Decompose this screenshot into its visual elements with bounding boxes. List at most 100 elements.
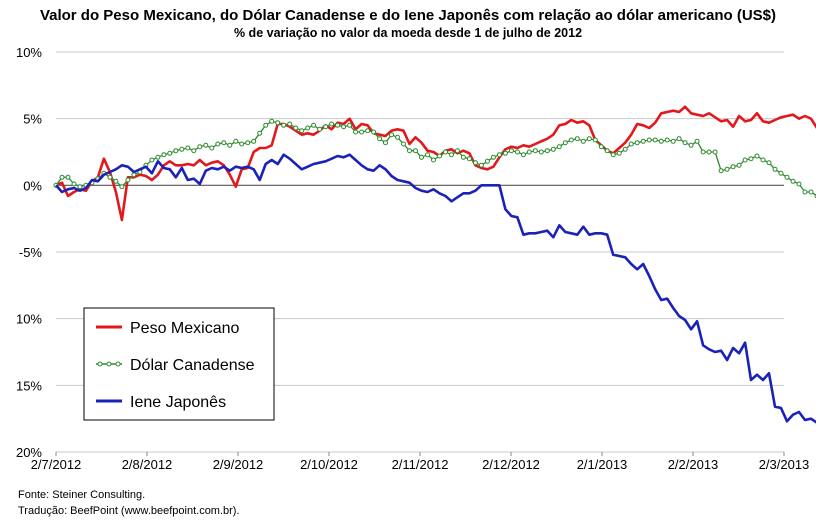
series-marker bbox=[502, 150, 508, 156]
y-tick-label: 10% bbox=[16, 45, 42, 60]
series-marker bbox=[317, 126, 323, 132]
series-marker bbox=[323, 124, 329, 130]
series-marker bbox=[472, 160, 478, 166]
series-marker bbox=[664, 137, 670, 143]
x-tick-label: 2/11/2012 bbox=[392, 457, 449, 472]
x-tick-label: 2/10/2012 bbox=[300, 457, 358, 472]
series-marker bbox=[215, 141, 221, 147]
series-marker bbox=[287, 121, 293, 127]
series-marker bbox=[556, 144, 562, 150]
series-marker bbox=[676, 136, 682, 142]
x-tick-label: 2/1/2013 bbox=[577, 457, 628, 472]
series-marker bbox=[389, 132, 394, 138]
series-marker bbox=[425, 152, 430, 158]
series-marker bbox=[706, 149, 712, 155]
source-note: Fonte: Steiner Consulting. bbox=[18, 489, 146, 501]
series-marker bbox=[778, 170, 784, 176]
series-marker bbox=[490, 154, 496, 160]
series-marker bbox=[640, 138, 646, 144]
series-marker bbox=[227, 142, 233, 148]
series-marker bbox=[209, 145, 215, 151]
legend-marker bbox=[106, 361, 112, 367]
y-tick-label: 20% bbox=[16, 445, 42, 460]
series-marker bbox=[431, 157, 436, 163]
y-tick-label: -5% bbox=[19, 245, 43, 260]
series-marker bbox=[550, 146, 556, 152]
series-marker bbox=[335, 122, 341, 128]
series-marker bbox=[568, 137, 574, 143]
x-tick-label: 2/8/2012 bbox=[122, 457, 173, 472]
series-marker bbox=[496, 152, 502, 158]
series-marker bbox=[808, 189, 814, 195]
x-tick-label: 2/2/2013 bbox=[668, 457, 719, 472]
series-marker bbox=[377, 136, 383, 142]
series-marker bbox=[167, 150, 173, 156]
legend: Peso Mexicano Dólar Canadense Iene Japonês bbox=[83, 307, 275, 421]
series-marker bbox=[275, 120, 281, 126]
series-marker bbox=[293, 125, 299, 131]
series-marker bbox=[634, 140, 640, 146]
series-marker bbox=[688, 142, 694, 148]
series-marker bbox=[125, 177, 131, 183]
series-marker bbox=[586, 136, 592, 142]
series-marker bbox=[658, 138, 664, 144]
series-marker bbox=[221, 140, 227, 146]
y-tick-label: 15% bbox=[16, 378, 42, 393]
series-marker bbox=[263, 122, 269, 128]
series-marker bbox=[616, 150, 622, 156]
series-marker bbox=[269, 118, 275, 124]
series-marker bbox=[466, 156, 472, 162]
series-marker bbox=[454, 148, 460, 154]
series-marker bbox=[437, 153, 442, 159]
series-marker bbox=[407, 148, 412, 154]
series-marker bbox=[353, 129, 359, 135]
series-marker bbox=[371, 129, 377, 135]
series-marker bbox=[155, 154, 161, 160]
series-marker bbox=[185, 145, 191, 151]
legend-marker bbox=[97, 361, 103, 367]
series-marker bbox=[305, 125, 311, 131]
y-tick-label: 0% bbox=[23, 178, 42, 193]
series-marker bbox=[652, 137, 658, 143]
series-marker bbox=[59, 174, 65, 180]
series-marker bbox=[443, 149, 448, 155]
series-marker bbox=[610, 152, 616, 158]
series-marker bbox=[682, 140, 688, 146]
series-marker bbox=[233, 138, 239, 144]
series-marker bbox=[592, 137, 598, 143]
y-axis-tick-labels: 10% 5% 0% -5% 10% 15% 20% bbox=[16, 45, 42, 460]
translation-note: Tradução: BeefPoint (www.beefpoint.com.b… bbox=[18, 505, 240, 517]
series-marker bbox=[754, 153, 760, 159]
series-marker bbox=[401, 141, 406, 147]
series-marker bbox=[538, 149, 544, 155]
series-marker bbox=[419, 154, 424, 160]
x-tick-label: 2/7/2012 bbox=[31, 457, 82, 472]
y-tick-label: 10% bbox=[16, 312, 42, 327]
legend-label: Iene Japonês bbox=[130, 394, 226, 411]
series-marker bbox=[347, 122, 353, 128]
series-marker bbox=[766, 160, 772, 166]
series-marker bbox=[580, 138, 586, 144]
legend-label: Dólar Canadense bbox=[130, 357, 255, 374]
series-marker bbox=[449, 152, 454, 158]
series-marker bbox=[383, 140, 388, 146]
series-marker bbox=[191, 148, 197, 154]
series-lines bbox=[53, 105, 816, 424]
series-marker bbox=[460, 154, 466, 160]
series-marker bbox=[622, 146, 628, 152]
series-marker bbox=[65, 174, 71, 180]
series-marker bbox=[712, 149, 718, 155]
series-marker bbox=[700, 149, 706, 155]
series-marker bbox=[395, 134, 400, 140]
series-marker bbox=[646, 137, 652, 143]
series-line-2 bbox=[55, 153, 816, 424]
series-marker bbox=[197, 144, 203, 150]
series-marker bbox=[718, 168, 724, 174]
series-marker bbox=[520, 152, 526, 158]
series-marker bbox=[77, 184, 83, 190]
chart-subtitle: % de variação no valor da moeda desde 1 … bbox=[233, 26, 583, 40]
series-marker bbox=[748, 156, 754, 162]
series-marker bbox=[203, 142, 209, 148]
series-marker bbox=[299, 128, 305, 134]
